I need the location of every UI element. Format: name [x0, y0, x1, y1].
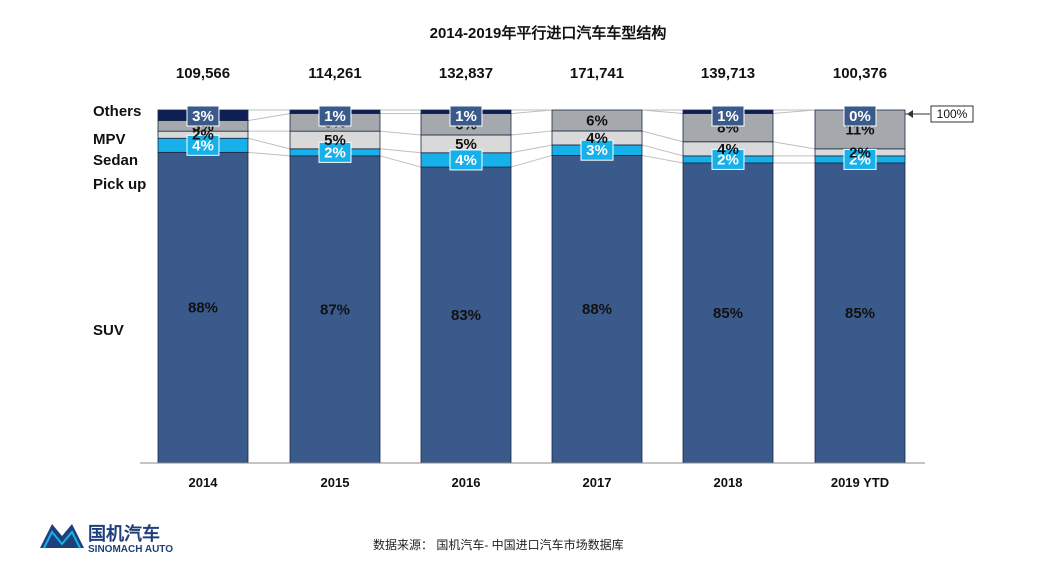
segment-value-label: 1% [324, 108, 346, 125]
connector-line [641, 154, 684, 164]
annotation-box [930, 105, 974, 123]
label-badge [580, 139, 614, 161]
label-badge [186, 105, 220, 127]
segment-value-label: 3% [192, 108, 214, 125]
label-badge [711, 148, 745, 170]
connector-line [641, 144, 684, 157]
connector-line [379, 148, 422, 154]
segment-value-label: 88% [582, 301, 612, 318]
x-tick-label: 2015 [321, 475, 350, 490]
label-badge [318, 105, 352, 127]
labels-group: 88%4%2%3%3%109,56687%2%5%5%1%114,26183%4… [93, 65, 974, 339]
annotation-label: 100% [937, 107, 968, 121]
segment-value-label: 83% [451, 307, 481, 324]
logo-english-name: SINOMACH AUTO [88, 544, 173, 555]
logo-chinese-name: 国机汽车 [88, 523, 160, 544]
sinomach-logo: 国机汽车 SINOMACH AUTO [40, 523, 173, 555]
bar-segment-mpv [551, 109, 643, 132]
connector-lines [247, 109, 816, 168]
connector-line [510, 130, 553, 136]
segment-value-label: 0% [849, 108, 871, 125]
connector-line [641, 130, 684, 143]
segment-value-label: 4% [586, 130, 608, 147]
x-tick-label: 2019 YTD [831, 475, 889, 490]
connector-line [247, 113, 291, 122]
segment-value-label: 6% [586, 112, 608, 129]
segment-value-label: 2% [717, 151, 739, 168]
x-tick-label: 2014 [189, 475, 219, 490]
connector-line [510, 109, 553, 115]
segment-value-label: 5% [455, 136, 477, 153]
connector-line [379, 155, 422, 168]
logo-mark-icon [40, 524, 84, 548]
segment-value-label: 85% [845, 305, 875, 322]
legend-label-sedan: Sedan [93, 152, 138, 169]
connector-line [247, 137, 291, 150]
label-badge [843, 148, 877, 170]
bar-segment-suv [289, 155, 381, 464]
legend-label-suv: SUV [93, 322, 124, 339]
connector-line [510, 154, 553, 168]
bar-total-label: 171,741 [570, 65, 624, 82]
label-badge [318, 141, 352, 163]
bar-segment-suv [814, 162, 906, 464]
bars-group [157, 109, 906, 464]
bar-total-label: 132,837 [439, 65, 493, 82]
bar-total-label: 100,376 [833, 65, 887, 82]
label-badge [711, 105, 745, 127]
segment-value-label: 2% [324, 144, 346, 161]
legend-label-mpv: MPV [93, 131, 126, 148]
bar-segment-suv [420, 166, 512, 464]
connector-line [641, 109, 684, 115]
connector-line [510, 144, 553, 154]
segment-value-label: 2% [849, 151, 871, 168]
segment-value-label: 4% [192, 137, 214, 154]
label-badge [449, 105, 483, 127]
segment-value-label: 85% [713, 305, 743, 322]
connector-line [247, 151, 291, 157]
arrow-head-icon [907, 110, 913, 118]
segment-value-label: 3% [586, 142, 608, 159]
segment-value-label: 5% [324, 132, 346, 149]
x-axis: 2014 2015 2016 2017 2018 2019 YTD [140, 462, 925, 490]
connector-line [772, 109, 816, 115]
x-tick-label: 2018 [714, 475, 743, 490]
x-tick-label: 2016 [452, 475, 481, 490]
segment-value-label: 1% [455, 108, 477, 125]
x-tick-label: 2017 [583, 475, 612, 490]
legend-label-others: Others [93, 103, 141, 120]
segment-value-label: 2% [192, 127, 214, 144]
connector-line [379, 130, 422, 136]
segment-value-label: 2% [849, 144, 871, 161]
bar-segment-suv [682, 162, 774, 464]
legend-label-pick-up: Pick up [93, 176, 146, 193]
segment-value-label: 4% [717, 141, 739, 158]
segment-value-label: 4% [455, 152, 477, 169]
segment-value-label: 1% [717, 108, 739, 125]
bar-total-label: 139,713 [701, 65, 755, 82]
data-source-note: 数据来源： 国机汽车- 中国进口汽车市场数据库 [373, 537, 624, 552]
label-badge [843, 105, 877, 127]
chart-title: 2014-2019年平行进口汽车车型结构 [430, 24, 667, 42]
label-badge [449, 149, 483, 171]
connector-line [772, 141, 816, 150]
label-badge [186, 134, 220, 156]
segment-value-label: 88% [188, 300, 218, 317]
segment-value-label: 87% [320, 301, 350, 318]
bar-total-label: 114,261 [308, 65, 361, 82]
bar-total-label: 109,566 [176, 65, 230, 82]
